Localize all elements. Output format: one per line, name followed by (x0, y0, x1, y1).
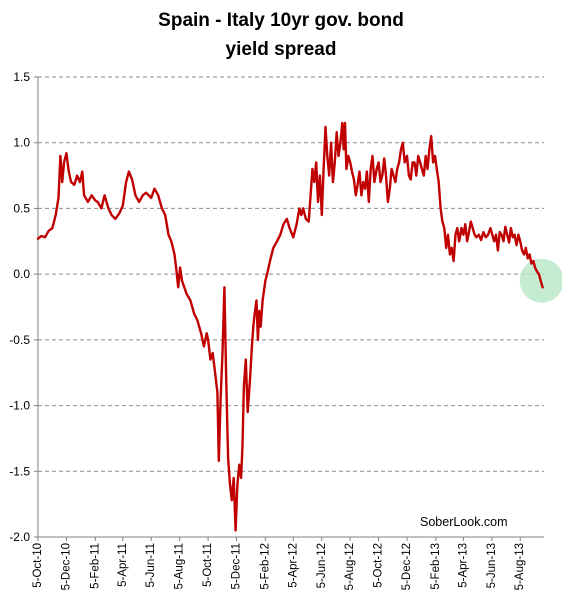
x-tick-label: 5-Oct-12 (373, 543, 385, 588)
x-tick-label: 5-Dec-12 (401, 543, 413, 590)
chart-title-line-1: Spain - Italy 10yr gov. bond (158, 10, 404, 31)
series-line (36, 121, 544, 532)
chart-title: Spain - Italy 10yr gov. bond yield sprea… (0, 6, 562, 64)
axes (34, 76, 544, 541)
x-tick-label: 5-Oct-10 (32, 543, 44, 588)
x-tick-labels: 5-Oct-10 5-Dec-10 5-Feb-11 5-Apr-11 5-Jun-11… (32, 543, 526, 590)
x-tick-label: 5-Oct-11 (202, 543, 214, 587)
x-tick-label: 5-Apr-11 (117, 543, 129, 587)
y-tick-label: 1.5 (13, 70, 30, 84)
y-tick-label: -1.5 (9, 464, 30, 478)
chart-title-line-2: yield spread (225, 39, 337, 60)
x-tick-label: 5-Aug-11 (174, 543, 186, 589)
y-tick-labels: 1.5 1.0 0.5 0.0 -0.5 -1.0 -1.5 -2.0 (9, 70, 30, 544)
x-tick-label: 5-Jun-11 (145, 543, 157, 588)
series-layer (36, 121, 544, 532)
x-tick-label: 5-Feb-12 (259, 543, 271, 590)
x-tick-label: 5-Apr-12 (287, 543, 299, 588)
x-tick-label: 5-Feb-11 (89, 543, 101, 589)
x-tick-label: 5-Feb-13 (430, 543, 442, 590)
x-tick-label: 5-Jun-13 (486, 543, 498, 588)
y-tick-label: 0.0 (13, 267, 30, 281)
x-tick-label: 5-Apr-13 (457, 543, 469, 588)
source-annotation: SoberLook.com (420, 515, 508, 529)
y-tick-label: -0.5 (9, 333, 30, 347)
x-tick-label: 5-Dec-10 (60, 543, 72, 590)
x-tick-label: 5-Aug-13 (514, 543, 526, 590)
x-tick-label: 5-Dec-11 (230, 543, 242, 589)
y-tick-label: 0.5 (13, 201, 30, 215)
gridlines (38, 76, 544, 472)
y-tick-label: 1.0 (13, 136, 30, 150)
x-tick-label: 5-Jun-12 (316, 543, 328, 588)
x-tick-label: 5-Aug-12 (344, 543, 356, 590)
y-tick-label: -1.0 (9, 399, 30, 413)
y-tick-label: -2.0 (9, 530, 30, 544)
